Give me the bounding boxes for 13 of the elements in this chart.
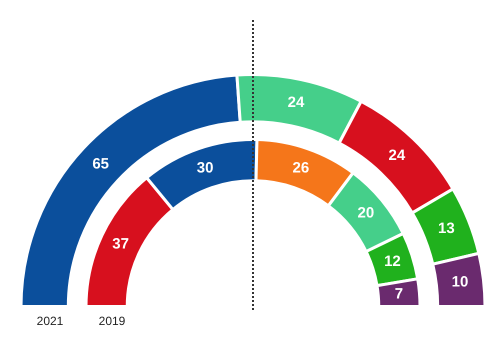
- text: 2019: [98, 314, 126, 328]
- data-label: 30: [196, 159, 214, 176]
- data-label: 12: [384, 253, 401, 270]
- data-label: 13: [438, 220, 455, 238]
- data-label: 37: [112, 235, 129, 252]
- data-label: 24: [288, 94, 305, 111]
- data-label: 10: [452, 274, 468, 291]
- data-label: 20: [358, 204, 374, 222]
- text: 2021: [36, 314, 64, 328]
- data-label: 26: [292, 159, 310, 176]
- data-label: 65: [92, 156, 110, 173]
- data-label: 24: [388, 146, 406, 164]
- data-label: 7: [394, 285, 404, 302]
